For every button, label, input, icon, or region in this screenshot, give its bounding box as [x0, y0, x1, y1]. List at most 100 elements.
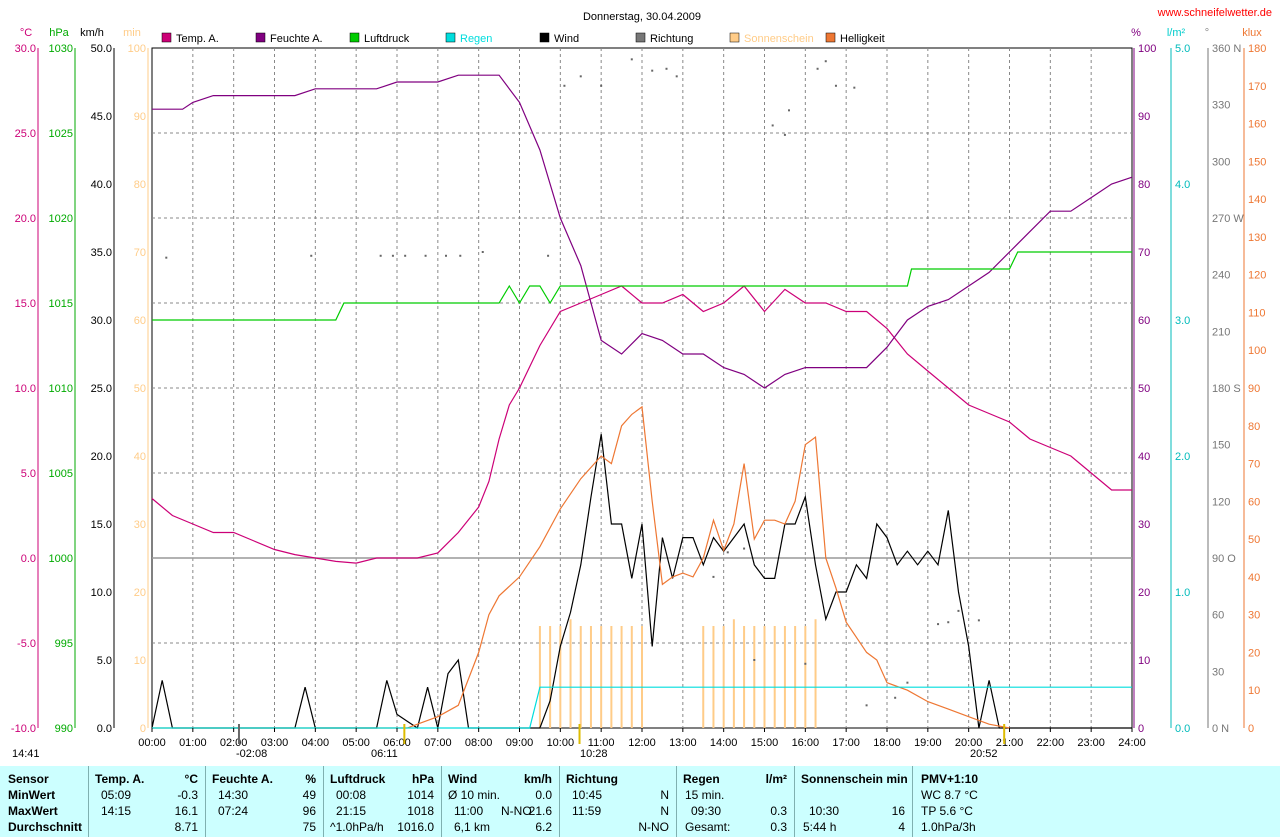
stats-col-rain: Regen l/m² 15 min. 09:30 0.3 Gesamt: 0.3	[676, 766, 795, 837]
sunset-label: 20:52	[970, 748, 998, 760]
wind-tick-label: 15.0	[91, 519, 112, 531]
direction-tick-label: 90 O	[1212, 553, 1236, 565]
x-tick-label: 07:00	[424, 737, 452, 749]
direction-point	[481, 251, 484, 253]
series-line-rain	[152, 686, 1132, 729]
direction-point	[404, 254, 407, 257]
humidity-tick-label: 80	[1138, 179, 1150, 191]
direction-point	[816, 67, 819, 70]
temp-max-time: 14:15	[101, 804, 132, 818]
site-link[interactable]: www.schneifelwetter.de	[1157, 7, 1272, 19]
direction-point	[391, 254, 394, 257]
brightness-tick-label: 40	[1248, 572, 1260, 584]
x-tick-label: 17:00	[832, 737, 860, 749]
brightness-tick-label: 120	[1248, 270, 1266, 282]
direction-point	[743, 547, 746, 550]
dewpoint: TP 5.6 °C	[921, 804, 973, 818]
rain-tick-label: 3.0	[1175, 315, 1190, 327]
wind-max-dir: N-NO	[501, 804, 532, 818]
sunrise-label: 06:11	[371, 748, 398, 760]
direction-head: Richtung	[566, 772, 618, 786]
direction-tick-label: 300	[1212, 156, 1230, 168]
x-tick-label: 16:00	[792, 737, 820, 749]
stats-col-pressure: Luftdruck hPa 00:08 1014 21:15 1018 ^1.0…	[323, 766, 442, 837]
direction-min-time: 10:45	[572, 788, 603, 802]
direction-max-time: 11:59	[572, 804, 602, 818]
direction-tick-label: 120	[1212, 496, 1230, 508]
x-tick-label: 22:00	[1037, 737, 1065, 749]
pressure-tick-label: 1010	[49, 383, 73, 395]
series-line-brightness	[152, 405, 1010, 729]
pressure-tick-label: 1025	[49, 128, 73, 140]
direction-tick-label: 330	[1212, 100, 1230, 112]
wind-min-label: Ø 10 min.	[448, 788, 501, 802]
direction-point	[675, 75, 678, 78]
wind-dist: 6,1 km	[454, 820, 491, 834]
moonrise-label: -02:08	[236, 748, 267, 760]
legend-label: Luftdruck	[364, 33, 410, 45]
row-label-max: MaxWert	[8, 804, 58, 818]
direction-point	[424, 254, 427, 257]
brightness-tick-label: 80	[1248, 421, 1260, 433]
x-tick-label: 15:00	[751, 737, 779, 749]
legend-label: Sonnenschein	[744, 33, 814, 45]
direction-point	[957, 609, 960, 612]
x-tick-label: 03:00	[261, 737, 289, 749]
direction-point	[445, 254, 447, 257]
brightness-tick-label: 60	[1248, 496, 1260, 508]
humidity-tick-label: 50	[1138, 383, 1150, 395]
direction-point	[771, 124, 774, 127]
direction-max: N	[660, 804, 669, 818]
pressure-min-time: 00:08	[336, 788, 367, 802]
windchill: WC 8.7 °C	[921, 788, 978, 802]
pressure-tick-label: 1005	[49, 468, 73, 480]
brightness-tick-label: 110	[1248, 307, 1266, 319]
direction-min: N	[660, 788, 669, 802]
brightness-tick-label: 10	[1248, 685, 1260, 697]
humidity-tick-label: 90	[1138, 111, 1150, 123]
wind-tick-label: 5.0	[97, 655, 112, 667]
temp-min: -0.3	[177, 788, 198, 802]
stats-col-labels: Sensor MinWert MaxWert Durchschnitt	[0, 766, 88, 837]
rain-tick-label: 1.0	[1175, 587, 1190, 599]
rain-tick-label: 2.0	[1175, 451, 1190, 463]
pressure-unit-label: hPa	[49, 27, 69, 39]
brightness-tick-label: 170	[1248, 81, 1266, 93]
row-label-avg: Durchschnitt	[8, 820, 83, 834]
wind-tick-label: 40.0	[91, 179, 112, 191]
rain-interval: 15 min.	[685, 788, 725, 802]
humidity-tick-label: 40	[1138, 451, 1150, 463]
legend-label: Wind	[554, 33, 579, 45]
legend-label: Feuchte A.	[270, 33, 323, 45]
legend-label: Helligkeit	[840, 33, 885, 45]
temp-max: 16.1	[174, 804, 198, 818]
direction-point	[834, 84, 837, 87]
temp-tick-label: 5.0	[21, 468, 36, 480]
wind-tick-label: 50.0	[91, 43, 112, 55]
legend-swatch	[445, 32, 456, 43]
sun-total: 5:44 h	[803, 820, 837, 834]
direction-tick-label: 180 S	[1212, 383, 1241, 395]
temp-tick-label: -5.0	[17, 638, 36, 650]
wind-unit-label: km/h	[80, 27, 104, 39]
x-tick-label: 02:00	[220, 737, 248, 749]
sunshine-tick-label: 0	[140, 723, 146, 735]
humidity-tick-label: 0	[1138, 723, 1144, 735]
x-axis: 00:00 01:00 02:00 03:00 04:00 05:00 06:00 07:00…	[138, 724, 1146, 749]
humidity-max: 96	[302, 804, 316, 818]
sunshine-tick-label: 20	[134, 587, 146, 599]
legend-swatch	[825, 32, 836, 43]
grid	[152, 48, 1132, 728]
direction-tick-label: 210	[1212, 326, 1230, 338]
direction-point	[937, 623, 940, 626]
rain-unit: l/m²	[765, 772, 787, 786]
direction-tick-label: 360 N	[1212, 43, 1241, 55]
direction-point	[630, 58, 633, 61]
humidity-min: 49	[302, 788, 316, 802]
sun-head: Sonnenschein min	[801, 772, 908, 786]
direction-tick-label: 270 W	[1212, 213, 1244, 225]
series-line-pressure	[152, 251, 1132, 321]
direction-point	[865, 704, 868, 707]
humidity-avg: 75	[302, 820, 316, 834]
sunshine-tick-label: 90	[134, 111, 146, 123]
